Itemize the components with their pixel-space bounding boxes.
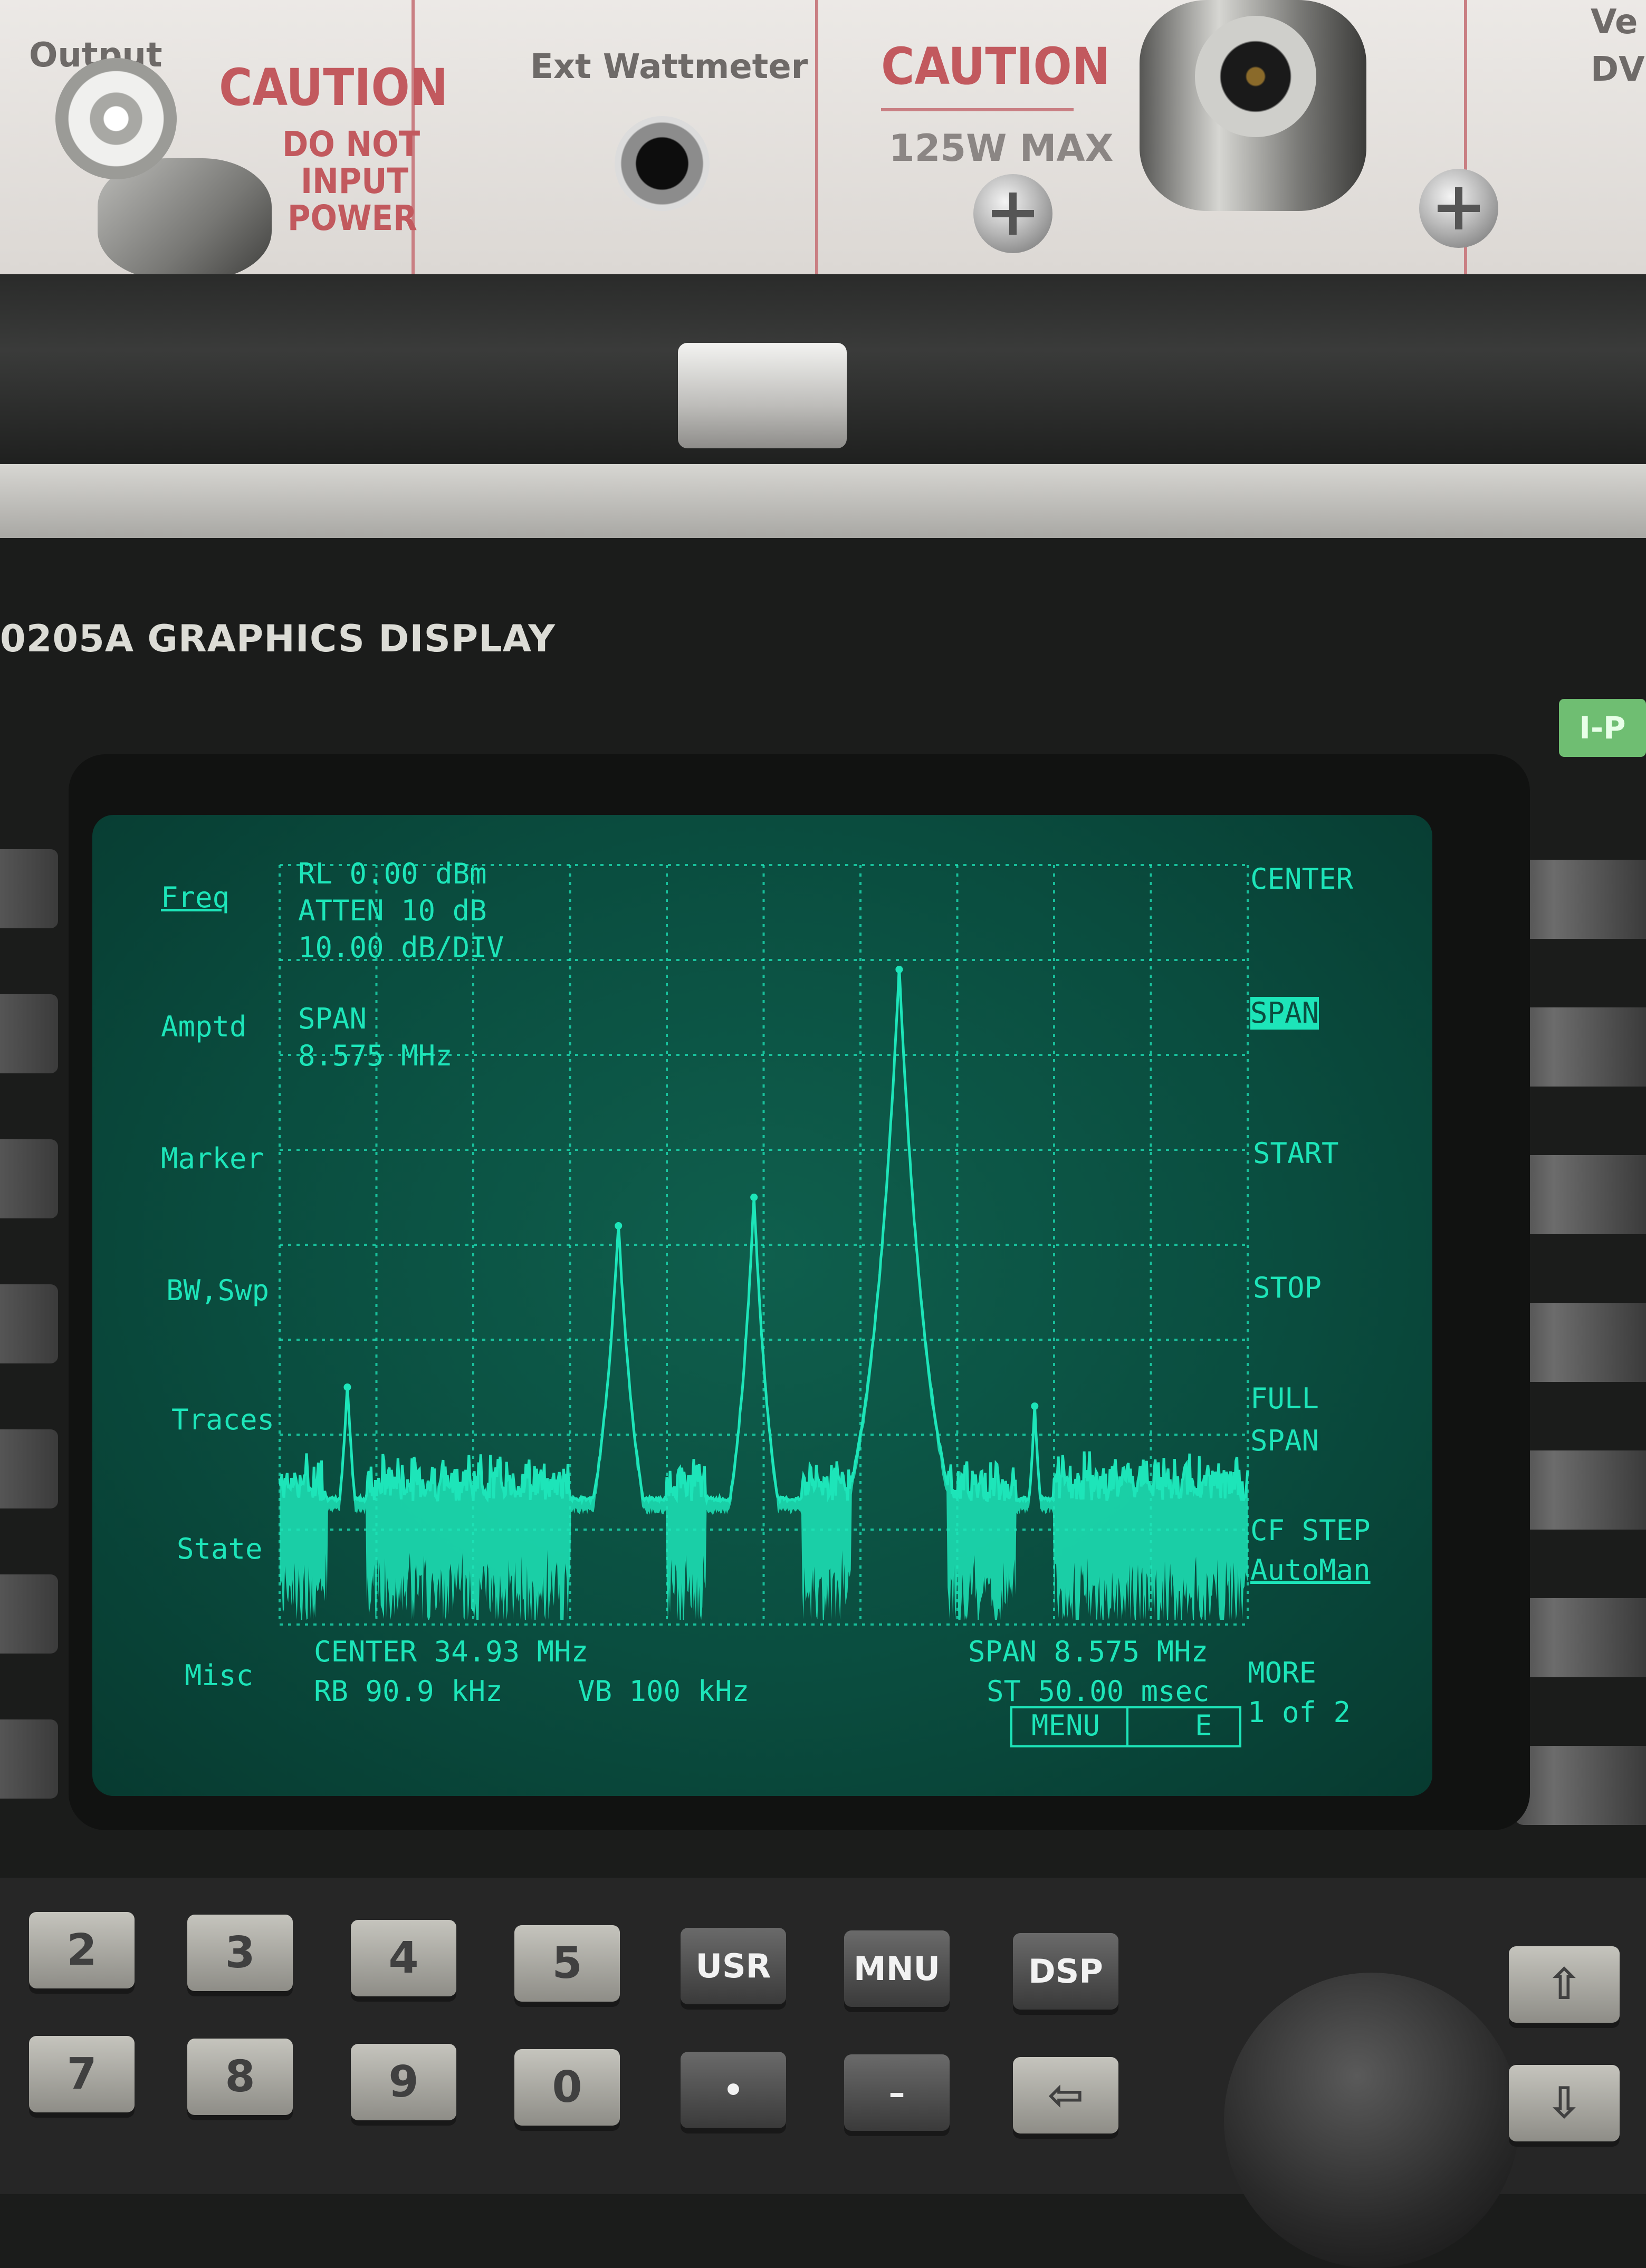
spectrum-trace-fill (280, 966, 1248, 1620)
instrument-title: 0205A GRAPHICS DISPLAY (0, 617, 556, 660)
softkey-left-6[interactable] (0, 1574, 58, 1654)
screw-icon (973, 174, 1052, 253)
panel-divider (815, 0, 818, 274)
sweep-time: ST 50.00 msec (987, 1675, 1210, 1708)
spectrum-peak (750, 1194, 758, 1201)
softkey-left-2[interactable] (0, 994, 58, 1073)
caution-label-2: CAUTION (881, 37, 1111, 96)
screw-icon (1419, 169, 1498, 248)
up-arrow-key-icon[interactable]: ⇧ (1509, 1946, 1620, 2023)
attenuation: ATTEN 10 dB (298, 894, 487, 927)
softkey-label-more[interactable]: MORE (1248, 1656, 1317, 1689)
mnu-button[interactable]: MNU (844, 1930, 950, 2007)
menu-tab-box (1010, 1706, 1241, 1747)
backspace-key-icon[interactable]: ⇦ (1013, 2057, 1118, 2134)
corner-label-top: Ve (1591, 3, 1638, 42)
spectrum-peak (615, 1222, 623, 1229)
menu-freq[interactable]: Freq (161, 881, 230, 914)
active-function-value: 8.575 MHz (298, 1039, 453, 1072)
softkey-left-1[interactable] (0, 849, 58, 928)
menu-misc[interactable]: Misc (185, 1659, 254, 1692)
softkey-label-cf-step[interactable]: CF STEP (1250, 1514, 1371, 1547)
power-label: POWER (288, 198, 417, 238)
decimal-point-key[interactable]: • (681, 2052, 786, 2128)
softkey-left-5[interactable] (0, 1429, 58, 1508)
menu-tab[interactable]: MENU (1031, 1709, 1100, 1742)
bezel-strip (0, 464, 1646, 538)
menu-tab-divider (1126, 1706, 1128, 1745)
menu-amptd[interactable]: Amptd (161, 1010, 247, 1043)
menu-marker[interactable]: Marker (161, 1142, 264, 1175)
input-label: INPUT (301, 161, 408, 201)
rotary-knob[interactable] (1224, 1973, 1519, 2268)
softkey-right-start[interactable] (1514, 1155, 1646, 1234)
do-not-label: DO NOT (282, 124, 420, 165)
softkey-left-3[interactable] (0, 1139, 58, 1218)
key-0[interactable]: 0 (514, 2049, 620, 2126)
softkey-right-cf-step[interactable] (1514, 1598, 1646, 1677)
crt-screen: RL 0.00 dBm ATTEN 10 dB 10.00 dB/DIV SPA… (92, 815, 1432, 1796)
softkey-label-full-span[interactable]: SPAN (1250, 1424, 1319, 1457)
softkey-right-more[interactable] (1514, 1746, 1646, 1825)
key-2[interactable]: 2 (29, 1912, 135, 1988)
softkey-right-full-span[interactable] (1514, 1450, 1646, 1530)
panel-divider (1464, 0, 1467, 274)
caution-label: CAUTION (219, 58, 448, 117)
minus-key[interactable]: – (844, 2054, 950, 2131)
scale-per-div: 10.00 dB/DIV (298, 931, 504, 964)
softkey-label-stop[interactable]: STOP (1253, 1271, 1322, 1304)
menu-bw-swp[interactable]: BW,Swp (166, 1274, 270, 1307)
active-function-label: SPAN (298, 1002, 367, 1035)
front-panel: Output CAUTION DO NOT INPUT POWER Ext Wa… (0, 0, 1646, 280)
spectrum-trace (278, 966, 1249, 1506)
reference-level: RL 0.00 dBm (298, 857, 487, 890)
softkey-right-stop[interactable] (1514, 1303, 1646, 1382)
usr-button[interactable]: USR (681, 1928, 786, 2004)
softkey-label-page[interactable]: 1 of 2 (1248, 1696, 1351, 1729)
softkey-label-automan[interactable]: AutoMan (1250, 1553, 1371, 1587)
video-bandwidth: VB 100 kHz (578, 1675, 750, 1708)
dsp-button[interactable]: DSP (1013, 1933, 1118, 2010)
spectrum-plot (278, 864, 1249, 1626)
key-9[interactable]: 9 (351, 2044, 456, 2120)
handle-clip (678, 343, 847, 448)
resolution-bandwidth: RB 90.9 kHz (314, 1675, 503, 1708)
bnc-body-icon (98, 158, 272, 280)
menu-state[interactable]: State (177, 1532, 263, 1565)
span-readout: SPAN 8.575 MHz (968, 1635, 1209, 1668)
panel-divider (412, 0, 415, 274)
down-arrow-key-icon[interactable]: ⇩ (1509, 2065, 1620, 2141)
key-7[interactable]: 7 (29, 2036, 135, 2112)
softkey-label-start[interactable]: START (1253, 1137, 1339, 1170)
spectrum-peak (1031, 1402, 1039, 1410)
key-3[interactable]: 3 (187, 1915, 293, 1991)
softkey-label-full[interactable]: FULL (1250, 1382, 1319, 1415)
softkey-left-7[interactable] (0, 1719, 58, 1799)
spectrum-peak (895, 966, 903, 973)
ext-wattmeter-label: Ext Wattmeter (530, 47, 808, 87)
ip-button[interactable]: I-P (1559, 699, 1646, 757)
max-power-label: 125W MAX (889, 127, 1114, 170)
key-8[interactable]: 8 (187, 2039, 293, 2115)
softkey-label-center[interactable]: CENTER (1250, 862, 1354, 896)
spectrum-peak (343, 1383, 351, 1391)
wattmeter-jack-icon[interactable] (615, 116, 710, 211)
caution-underline (881, 108, 1074, 111)
e-tab[interactable]: E (1195, 1709, 1212, 1742)
n-connector-center-icon (1195, 16, 1316, 137)
softkey-right-span[interactable] (1514, 1007, 1646, 1087)
corner-label-bottom: DV (1591, 50, 1645, 89)
bnc-output-connector-icon[interactable] (55, 58, 177, 179)
key-4[interactable]: 4 (351, 1920, 456, 1996)
key-5[interactable]: 5 (514, 1925, 620, 2002)
softkey-right-center[interactable] (1514, 860, 1646, 939)
softkey-label-span-active[interactable]: SPAN (1250, 996, 1319, 1030)
center-frequency: CENTER 34.93 MHz (314, 1635, 589, 1668)
softkey-left-4[interactable] (0, 1284, 58, 1363)
menu-traces[interactable]: Traces (171, 1403, 275, 1436)
